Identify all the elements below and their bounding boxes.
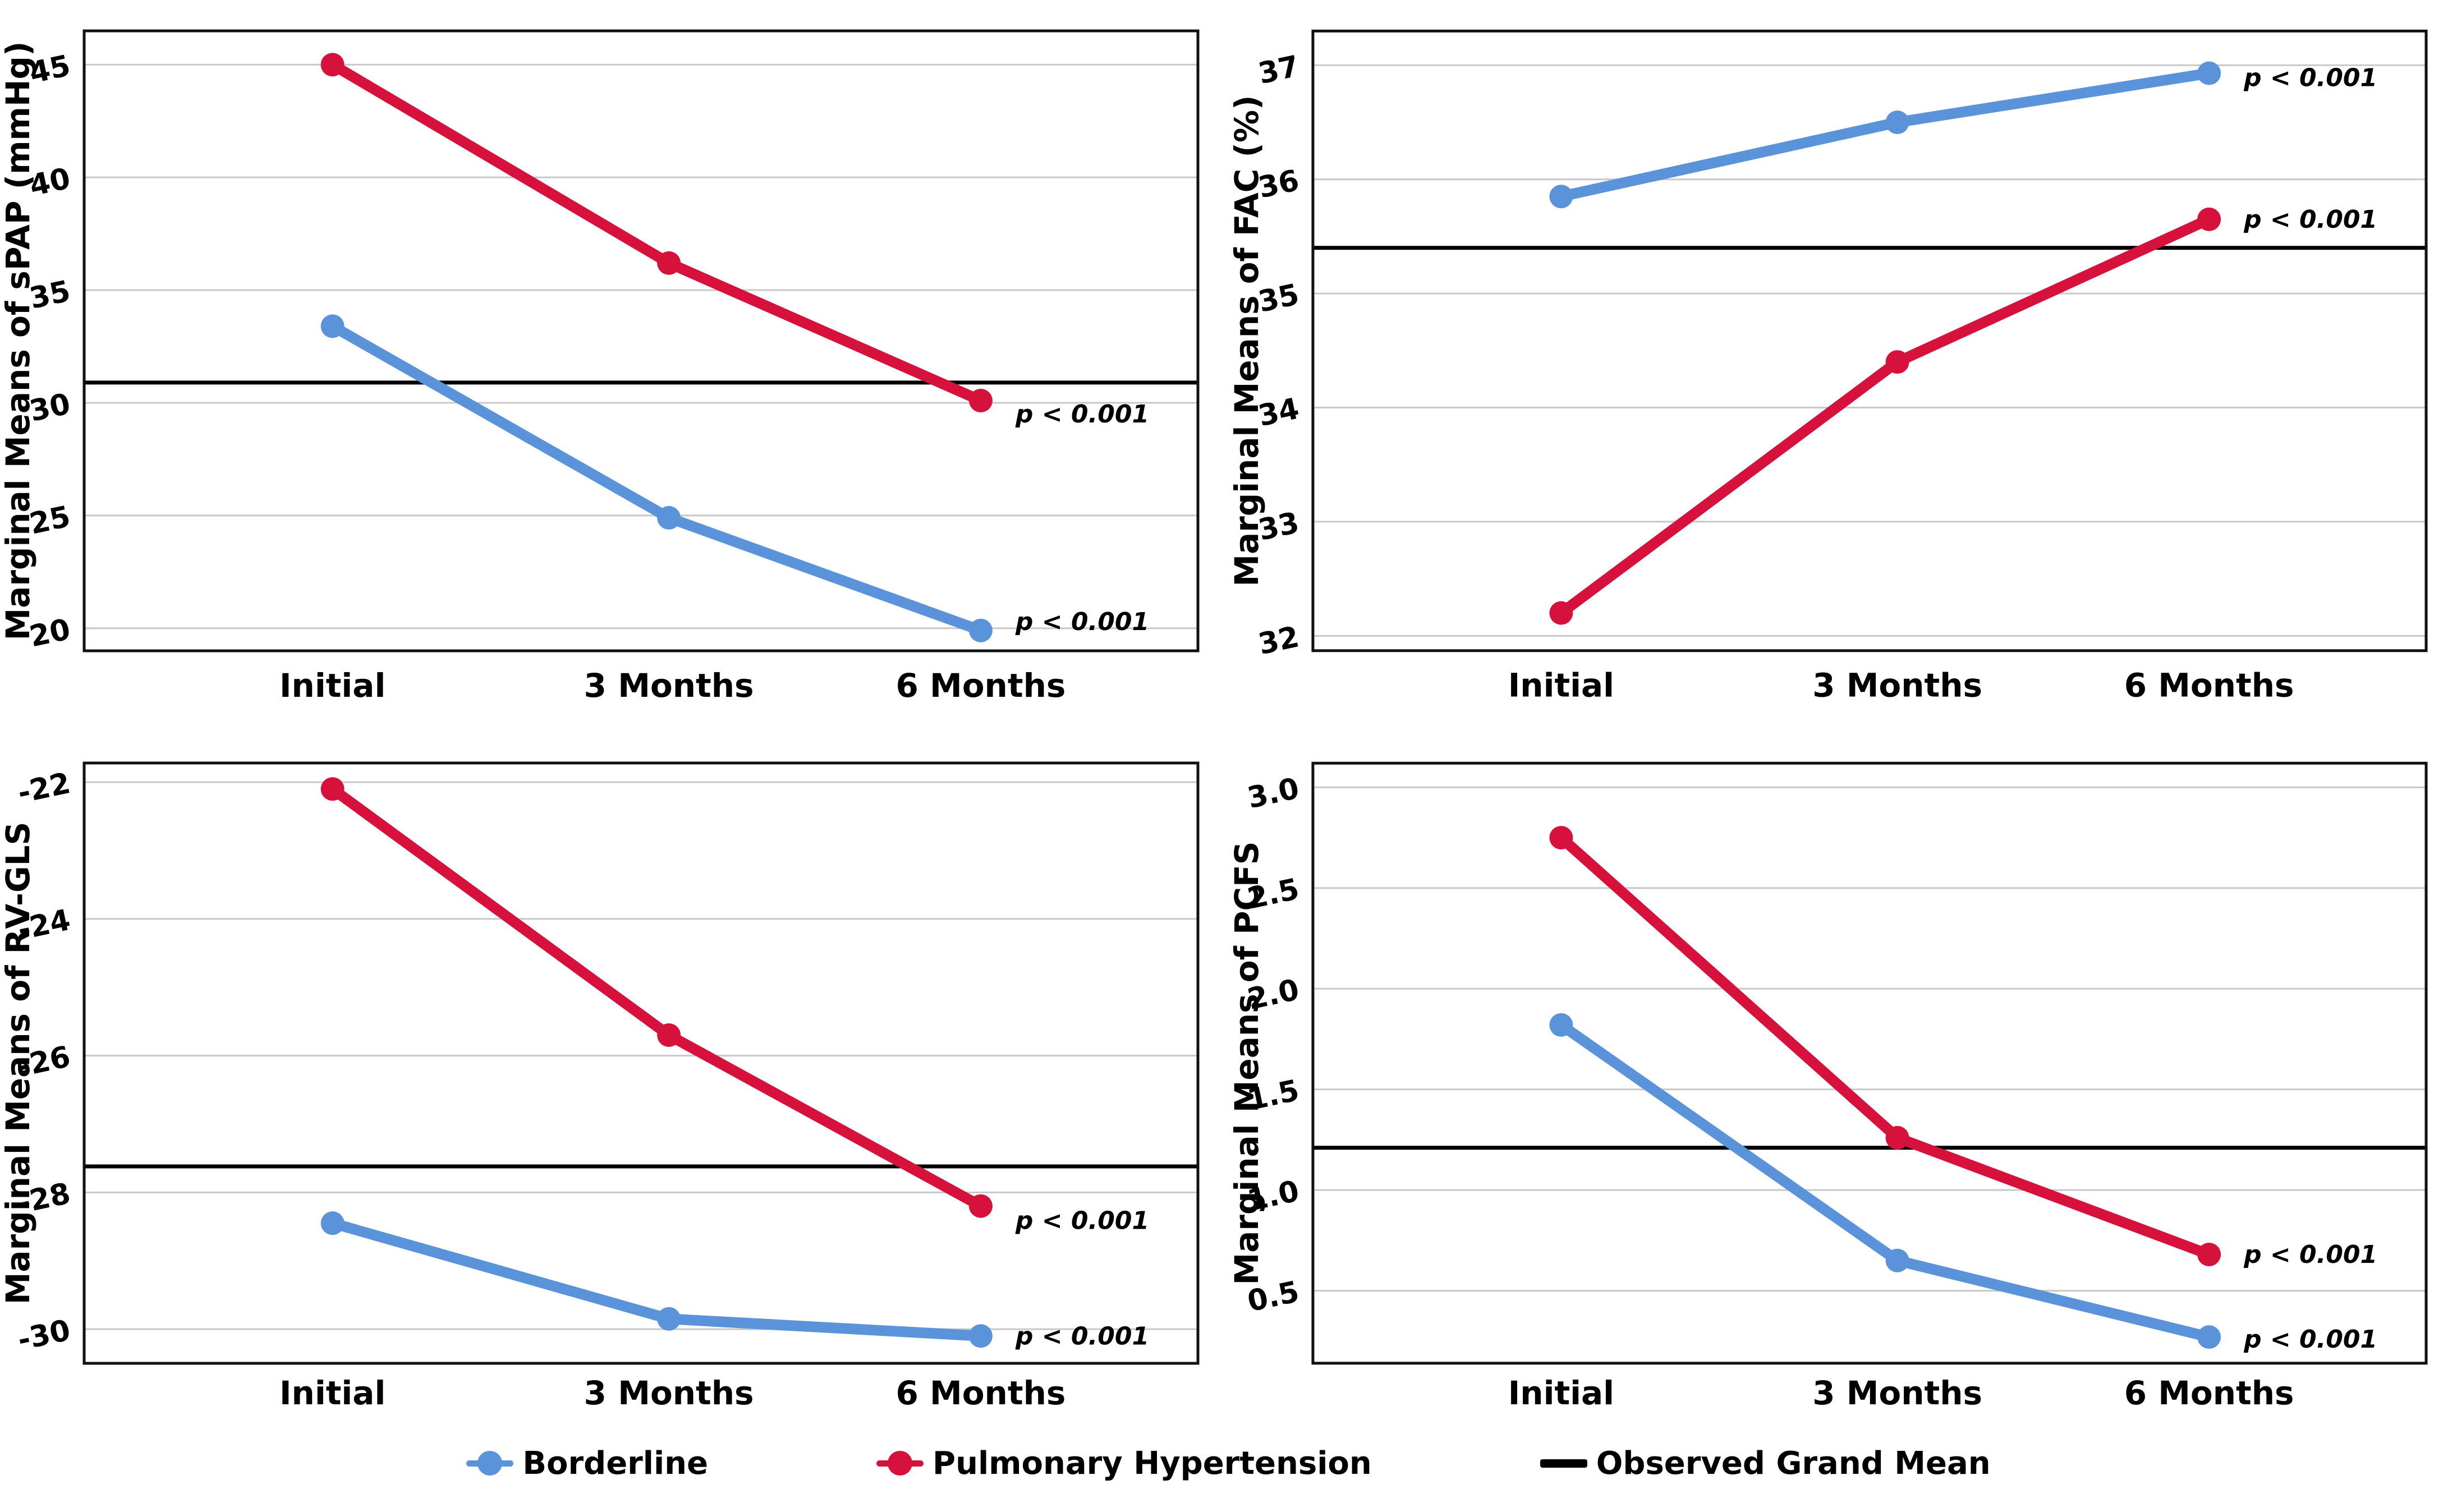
p-value-label-borderline: p < 0.001: [1015, 608, 1149, 636]
borderline-line-dot-icon: [466, 1450, 514, 1476]
legend-label-observed-grand-mean: Observed Grand Mean: [1596, 1445, 1991, 1482]
point-pulmonary-hypertension: [1885, 350, 1909, 374]
plot-frame: [1311, 761, 2428, 1365]
point-borderline: [1885, 111, 1909, 134]
p-value-label-pulmonary-hypertension: p < 0.001: [2243, 1240, 2377, 1269]
y-tick-label: 25: [26, 500, 73, 541]
point-pulmonary-hypertension: [1549, 601, 1573, 625]
legend-item-pulmonary-hypertension: Pulmonary Hypertension: [876, 1445, 1372, 1482]
p-value-label-pulmonary-hypertension: p < 0.001: [1015, 400, 1149, 429]
point-borderline: [657, 505, 681, 530]
line-pulmonary-hypertension: [1555, 214, 2215, 619]
point-borderline: [2197, 1325, 2221, 1349]
line-pulmonary-hypertension: [327, 59, 986, 406]
legend-label-pulmonary-hypertension: Pulmonary Hypertension: [933, 1445, 1372, 1482]
y-axis-title: Marginal Means of PCFS: [1229, 842, 1266, 1285]
line-pulmonary-hypertension: [327, 783, 986, 1212]
point-borderline: [968, 1324, 993, 1348]
chart-panel-rvgls: -30 -28 -26 -24 -22 p < 0.001 p < 0.001 Initial…: [0, 755, 1229, 1512]
point-pulmonary-hypertension: [1885, 1125, 1909, 1150]
line-borderline: [327, 1217, 986, 1341]
line-borderline: [1555, 68, 2215, 202]
x-tick-label: 6 Months: [895, 1374, 1066, 1412]
x-tick-label: 3 Months: [584, 1374, 754, 1412]
y-tick-label: 3.0: [1244, 771, 1302, 815]
x-tick-label: 3 Months: [1812, 667, 1982, 705]
chart-panel-fac: 32 33 34 35 36 37 p < 0.001 p < 0.001 Initial 3 M…: [1229, 0, 2457, 755]
plot-frame: [1311, 29, 2428, 652]
x-tick-label: Initial: [279, 1374, 385, 1412]
plot-frame: [82, 761, 1200, 1365]
y-axis-title: Marginal Means of FAC (%): [1229, 95, 1266, 586]
x-tick-label: Initial: [1508, 667, 1614, 705]
point-pulmonary-hypertension: [657, 1023, 681, 1047]
point-pulmonary-hypertension: [2197, 1243, 2221, 1266]
chart-svg-fac: 32 33 34 35 36 37 p < 0.001 p < 0.001 Initial 3 M…: [1229, 29, 2428, 705]
chart-svg-spap: 20 25 30 35 40 45 p < 0.001 p < 0.001 Initial 3 M…: [0, 29, 1200, 705]
y-tick-label: -30: [15, 1313, 73, 1357]
point-pulmonary-hypertension: [320, 53, 345, 77]
legend-item-borderline: Borderline: [466, 1445, 708, 1482]
y-tick-label: 34: [1255, 392, 1302, 434]
chart-panel-spap: 20 25 30 35 40 45 p < 0.001 p < 0.001 Initial 3 M…: [0, 0, 1229, 755]
p-value-label-borderline: p < 0.001: [2243, 1325, 2377, 1354]
point-pulmonary-hypertension: [1549, 826, 1573, 850]
x-tick-label: Initial: [1508, 1374, 1614, 1412]
x-tick-label: 3 Months: [1812, 1374, 1982, 1412]
y-tick-label: 45: [26, 49, 73, 90]
line-pulmonary-hypertension: [1555, 832, 2215, 1260]
y-tick-label: 36: [1255, 164, 1302, 205]
y-tick-label: 33: [1255, 506, 1302, 548]
plot-frame: [82, 29, 1200, 652]
y-tick-label: 30: [26, 387, 73, 429]
point-borderline: [320, 1211, 345, 1235]
y-tick-label: 35: [1255, 278, 1302, 319]
x-tick-label: 6 Months: [2124, 1374, 2294, 1412]
y-tick-label: 35: [26, 274, 73, 316]
y-tick-label: 37: [1255, 49, 1302, 91]
point-borderline: [1885, 1248, 1909, 1272]
point-borderline: [2197, 61, 2221, 85]
y-axis-title: Marginal Means of sPAP (mmHg): [0, 41, 37, 640]
p-value-label-pulmonary-hypertension: p < 0.001: [1015, 1207, 1149, 1235]
y-axis-title: Marginal Means of RV-GLS: [0, 822, 37, 1305]
y-tick-label: 32: [1255, 620, 1302, 661]
p-value-label-pulmonary-hypertension: p < 0.001: [2243, 205, 2377, 234]
p-value-label-borderline: p < 0.001: [2243, 64, 2377, 93]
p-value-label-borderline: p < 0.001: [1015, 1322, 1149, 1350]
point-pulmonary-hypertension: [968, 1194, 993, 1218]
y-tick-label: 20: [26, 613, 73, 654]
legend-item-observed-grand-mean: Observed Grand Mean: [1540, 1445, 1991, 1482]
y-tick-label: 40: [26, 162, 73, 203]
x-tick-label: 6 Months: [895, 667, 1066, 705]
pulmonary-hypertension-line-dot-icon: [876, 1450, 924, 1476]
point-pulmonary-hypertension: [2197, 207, 2221, 231]
x-tick-label: Initial: [279, 667, 385, 705]
x-tick-label: 3 Months: [584, 667, 754, 705]
point-borderline: [1549, 1013, 1573, 1037]
legend-label-borderline: Borderline: [522, 1445, 709, 1482]
point-borderline: [968, 618, 993, 642]
grand-mean-line-icon: [1540, 1450, 1587, 1476]
chart-panel-pcfs: 0.5 1.0 1.5 2.0 2.5 3.0 p < 0.001 p < 0.001 Init…: [1229, 755, 2457, 1512]
line-borderline: [327, 320, 986, 636]
point-pulmonary-hypertension: [968, 388, 993, 412]
point-borderline: [657, 1307, 681, 1331]
point-pulmonary-hypertension: [320, 777, 345, 801]
y-tick-label: -22: [15, 766, 73, 810]
point-borderline: [320, 314, 345, 338]
point-pulmonary-hypertension: [657, 251, 681, 275]
point-borderline: [1549, 185, 1573, 209]
legend: Borderline Pulmonary Hypertension Observ…: [0, 1430, 2457, 1497]
x-tick-label: 6 Months: [2124, 667, 2294, 705]
